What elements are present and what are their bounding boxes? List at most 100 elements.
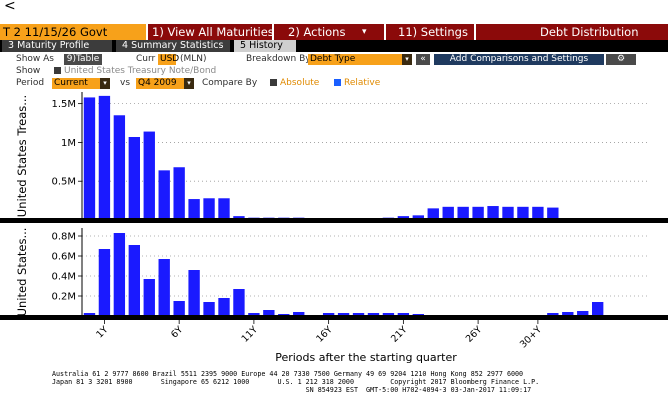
bar[interactable]	[98, 249, 111, 316]
bar[interactable]	[128, 245, 140, 316]
show-as-label: Show As	[16, 54, 54, 64]
view-all-maturities-button[interactable]: 1) View All Maturities	[152, 25, 274, 39]
bar[interactable]	[487, 206, 499, 220]
footer-contacts: Australia 61 2 9777 8600 Brazil 5511 239…	[52, 370, 539, 395]
period-select[interactable]: Current ▾	[52, 78, 110, 89]
bar[interactable]	[158, 259, 170, 316]
gear-icon[interactable]: ⚙	[606, 54, 636, 65]
bar[interactable]	[98, 95, 111, 220]
y-tick-label: 0.5M	[51, 177, 76, 188]
show-series-checkbox[interactable]: United States Treasury Note/Bond	[54, 66, 216, 77]
breakdown-by-value: Debt Type	[310, 54, 356, 64]
function-title: Debt Distribution	[540, 25, 639, 39]
back-arrow-icon[interactable]: <	[4, 0, 16, 14]
header-divider	[474, 24, 476, 40]
bar[interactable]	[592, 302, 604, 316]
bar[interactable]	[397, 313, 410, 316]
breakdown-by-label: Breakdown By	[246, 54, 311, 64]
security-ticker[interactable]: T 2 11/15/26 Govt	[0, 24, 146, 40]
compare-period-value: Q4 2009	[138, 78, 177, 88]
bar[interactable]	[322, 313, 335, 316]
x-tick-label: 21Y	[389, 324, 410, 345]
bar[interactable]	[83, 97, 96, 220]
chevron-down-icon[interactable]: ▾	[184, 78, 194, 89]
actions-menu-button[interactable]: 2) Actions	[288, 25, 346, 39]
show-series-label: United States Treasury Note/Bond	[64, 66, 217, 76]
period-value: Current	[54, 78, 88, 88]
bar[interactable]	[547, 313, 559, 316]
bar[interactable]	[143, 279, 155, 316]
bar[interactable]	[173, 167, 185, 220]
bar[interactable]	[367, 313, 380, 316]
x-tick-label: 16Y	[314, 324, 335, 345]
collapse-icon[interactable]: «	[416, 54, 430, 65]
currency-label: Curr	[136, 54, 156, 64]
tab-maturity-profile[interactable]: 3 Maturity Profile	[2, 40, 112, 52]
chevron-down-icon[interactable]: ▾	[362, 27, 367, 37]
function-header: T 2 11/15/26 Govt 1) View All Maturities…	[0, 24, 668, 40]
bar[interactable]	[248, 313, 260, 316]
bar[interactable]	[128, 136, 140, 220]
header-divider	[384, 24, 386, 40]
add-comparisons-button[interactable]: Add Comparisons and Settings	[434, 54, 604, 65]
tab-summary-statistics[interactable]: 4 Summary Statistics	[116, 40, 230, 52]
currency-select[interactable]: USD	[158, 54, 180, 65]
bar[interactable]	[427, 208, 439, 220]
bar[interactable]	[352, 313, 365, 316]
bar[interactable]	[412, 215, 424, 220]
units-label: (MLN)	[180, 54, 207, 64]
bar[interactable]	[188, 270, 200, 316]
bar[interactable]	[472, 206, 484, 220]
bar[interactable]	[382, 313, 395, 316]
checkbox-icon[interactable]	[54, 67, 61, 74]
y-tick-label: 0.4M	[51, 272, 76, 283]
table-view-button[interactable]: 9)Table	[64, 54, 102, 65]
bar[interactable]	[218, 298, 230, 316]
x-tick-label: 6Y	[169, 324, 185, 340]
x-tick-label: 26Y	[464, 324, 485, 345]
bar[interactable]	[113, 233, 126, 316]
x-axis-title: Periods after the starting quarter	[275, 351, 457, 364]
bar[interactable]	[173, 301, 185, 316]
bar[interactable]	[263, 310, 275, 316]
panel-divider	[0, 218, 668, 223]
breakdown-by-select[interactable]: Debt Type ▾	[308, 54, 412, 65]
chevron-down-icon[interactable]: ▾	[402, 54, 412, 65]
bar[interactable]	[83, 313, 96, 316]
bar[interactable]	[517, 206, 529, 220]
bar[interactable]	[457, 206, 469, 220]
absolute-radio[interactable]: Absolute	[270, 78, 319, 89]
tab-bar: 3 Maturity Profile 4 Summary Statistics …	[0, 40, 668, 52]
bar[interactable]	[218, 198, 230, 220]
history-chart: 0.5M 1M 1.5M United States Treas... 0.2M 0.4M…	[0, 92, 668, 364]
bar[interactable]	[337, 313, 350, 316]
settings-button[interactable]: 11) Settings	[398, 25, 468, 39]
radio-checked-icon[interactable]	[334, 79, 341, 86]
show-label: Show	[16, 66, 41, 76]
x-axis-band	[0, 315, 668, 320]
bar[interactable]	[233, 289, 245, 316]
x-tick-label: 11Y	[240, 324, 261, 345]
bar[interactable]	[158, 170, 170, 220]
relative-radio[interactable]: Relative	[334, 78, 380, 89]
y-tick-label: 1M	[61, 138, 76, 149]
bar[interactable]	[188, 199, 200, 220]
bar[interactable]	[143, 131, 155, 220]
bar[interactable]	[442, 206, 454, 220]
compare-period-select[interactable]: Q4 2009 ▾	[136, 78, 194, 89]
chevron-down-icon[interactable]: ▾	[100, 78, 110, 89]
bar[interactable]	[502, 206, 514, 220]
bar[interactable]	[547, 207, 559, 220]
bar[interactable]	[577, 311, 589, 316]
bar[interactable]	[113, 115, 126, 220]
y-axis-title: United States...	[15, 228, 29, 317]
y-tick-label: 0.6M	[51, 252, 76, 263]
bar[interactable]	[203, 198, 215, 220]
bar[interactable]	[203, 302, 215, 316]
bar[interactable]	[562, 312, 574, 316]
bar[interactable]	[532, 206, 544, 220]
tab-history[interactable]: 5 History	[234, 40, 296, 52]
radio-unchecked-icon[interactable]	[270, 79, 277, 86]
bar[interactable]	[293, 312, 305, 316]
compare-by-label: Compare By	[202, 78, 258, 88]
